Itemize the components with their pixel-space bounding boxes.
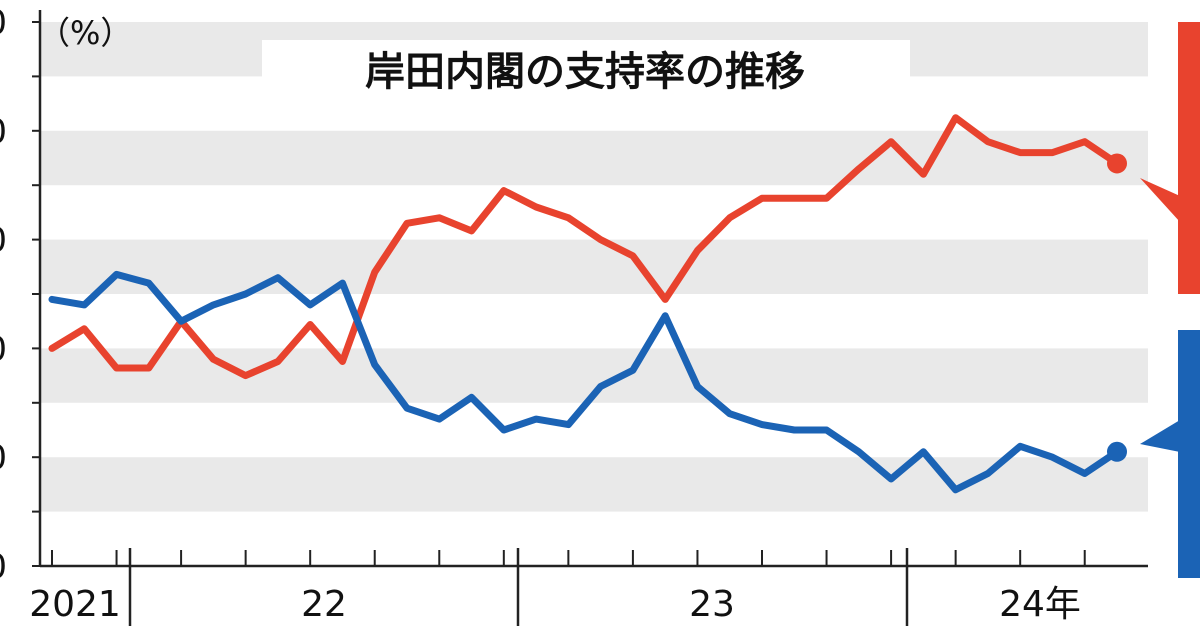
grid-band xyxy=(40,130,1148,186)
callout-box-approve xyxy=(1178,22,1200,294)
grid-band xyxy=(40,457,1148,512)
series-end-marker xyxy=(1107,153,1127,174)
y-tick-label: 0 xyxy=(0,112,7,152)
y-tick-label: 0 xyxy=(0,547,7,587)
year-label: 2021 xyxy=(29,584,121,625)
series-callouts xyxy=(1140,22,1200,578)
callout-box-disapprove xyxy=(1178,330,1200,578)
year-label: 22 xyxy=(301,584,347,625)
y-unit-label: （%） xyxy=(38,14,132,52)
callout-pointer-disapprove xyxy=(1140,420,1180,452)
year-dividers xyxy=(128,548,909,626)
x-axis-year-labels: 2021 22 23 24年 xyxy=(29,584,1081,625)
y-tick-label: 0 xyxy=(0,329,7,369)
series-line-0 xyxy=(48,114,1121,380)
year-label: 23 xyxy=(689,584,735,625)
y-axis-tick-labels: 0 0 0 0 0 0 xyxy=(0,3,7,587)
year-label: 24年 xyxy=(999,584,1081,625)
grid-bands xyxy=(40,22,1148,512)
y-axis-ticks xyxy=(32,21,1086,567)
y-tick-label: 0 xyxy=(0,3,7,43)
series-line-1 xyxy=(48,270,1121,494)
grid-band xyxy=(40,239,1148,294)
callout-pointer-approve xyxy=(1140,178,1180,222)
chart-title-background xyxy=(262,40,910,102)
y-tick-label: 0 xyxy=(0,438,7,478)
series-layer xyxy=(48,114,1127,494)
series-end-marker xyxy=(1107,441,1127,462)
y-tick-label: 0 xyxy=(0,221,7,261)
chart-title: 岸田内閣の支持率の推移 xyxy=(365,49,805,95)
